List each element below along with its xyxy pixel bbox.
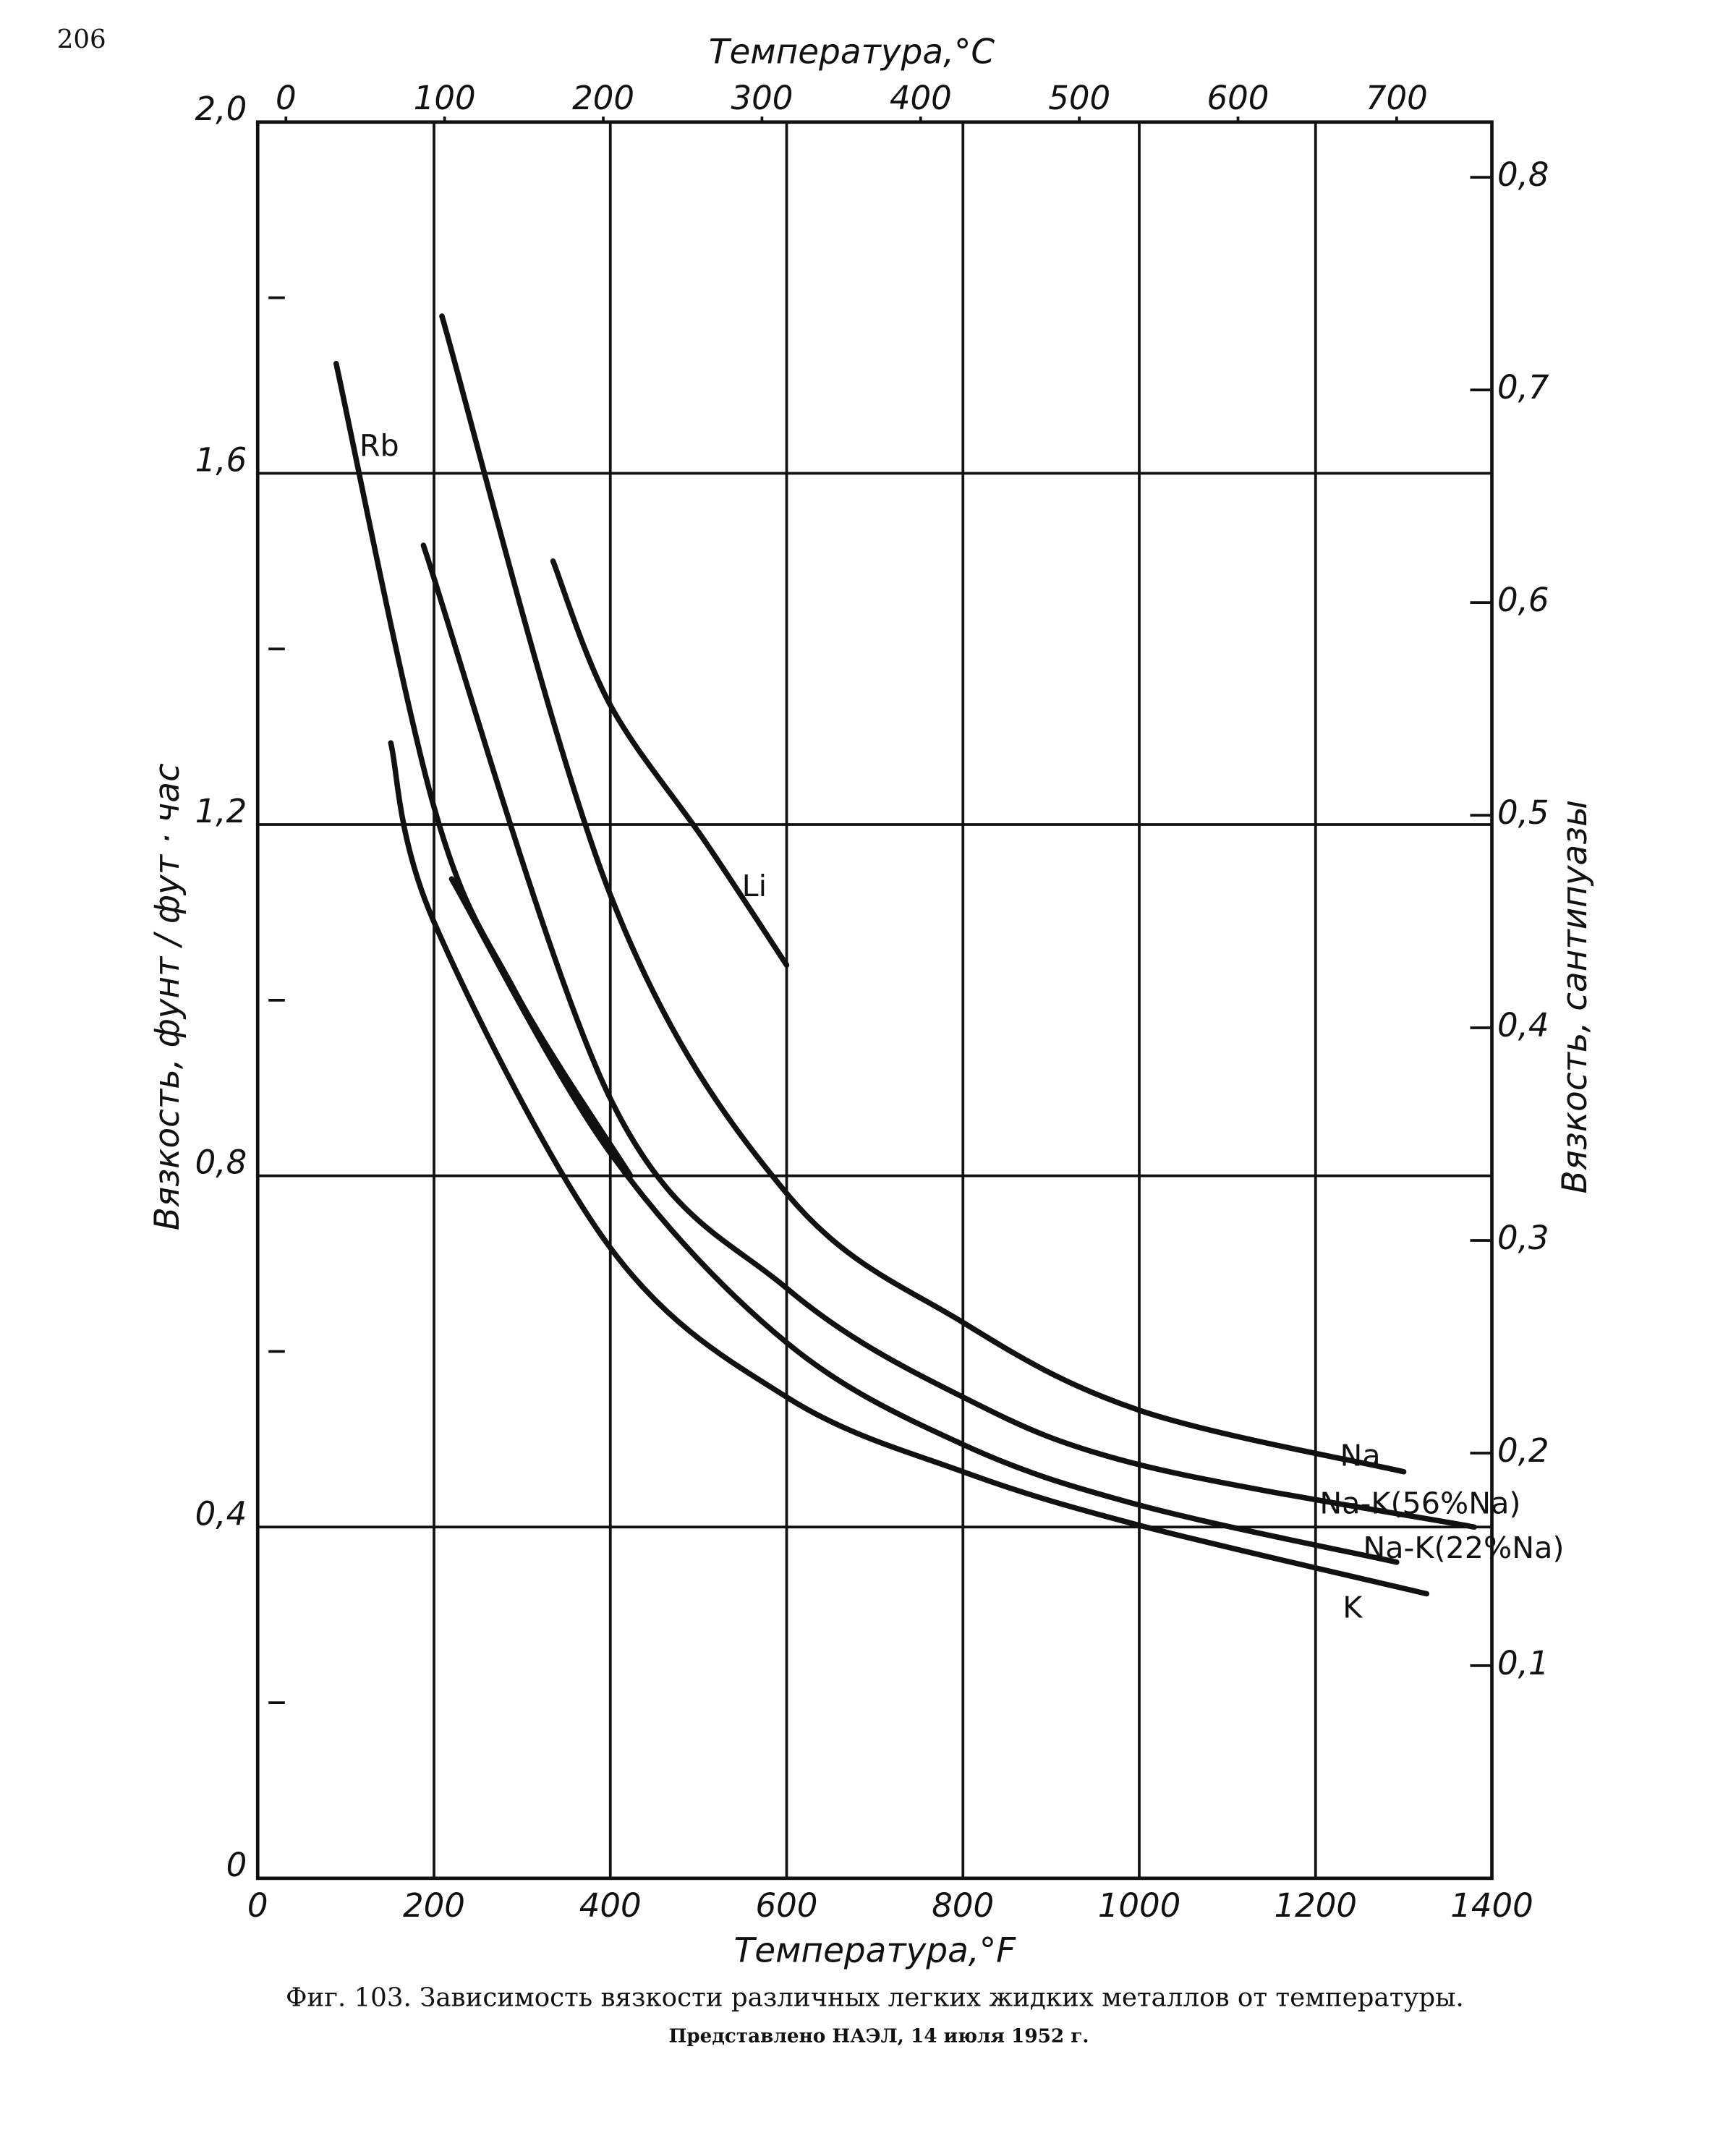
series-line bbox=[448, 876, 1400, 1565]
source-note: Представлено НАЭЛ, 14 июля 1952 г. bbox=[669, 2024, 1089, 2047]
caption: Фиг. 103. Зависимость вязкости различных… bbox=[286, 1983, 1464, 2012]
series-line bbox=[439, 313, 1407, 1475]
x-tick-label: 800 bbox=[932, 1886, 994, 1925]
y-tick-label: 0 bbox=[226, 1846, 247, 1884]
x2-tick-label: 200 bbox=[572, 79, 634, 117]
series-label: Li bbox=[742, 869, 767, 903]
series-label: K bbox=[1343, 1591, 1363, 1625]
y-tick-label: 0,4 bbox=[195, 1494, 247, 1533]
y2-tick-label: 0,5 bbox=[1497, 793, 1549, 832]
series-line bbox=[420, 542, 1477, 1530]
x-tick-label: 1200 bbox=[1274, 1886, 1357, 1925]
x2-tick-label: 700 bbox=[1366, 79, 1428, 117]
y-axis-title: Вязкость, фунт / фут · час bbox=[148, 763, 187, 1230]
y2-tick-label: 0,2 bbox=[1497, 1431, 1549, 1470]
y2-tick-label: 0,8 bbox=[1497, 156, 1549, 194]
plot-frame bbox=[255, 120, 1494, 1881]
series-label: Na bbox=[1340, 1439, 1381, 1473]
series-line bbox=[388, 740, 1430, 1597]
x2-tick-label: 0 bbox=[276, 79, 297, 117]
series-label: Rb bbox=[359, 428, 399, 463]
y-tick-label: 2,0 bbox=[195, 90, 247, 128]
x2-tick-label: 100 bbox=[414, 79, 476, 117]
x-tick-label: 1000 bbox=[1098, 1886, 1181, 1925]
x-tick-label: 200 bbox=[403, 1886, 465, 1925]
series-label: Na-K(56%Na) bbox=[1319, 1486, 1520, 1520]
y2-tick-label: 0,3 bbox=[1497, 1219, 1549, 1257]
series-label: Na-K(22%Na) bbox=[1363, 1530, 1564, 1565]
series-line bbox=[333, 360, 634, 1179]
x2-tick-label: 500 bbox=[1048, 79, 1110, 117]
y2-tick-label: 0,4 bbox=[1497, 1006, 1549, 1044]
page-number: 206 bbox=[57, 25, 106, 54]
x-tick-label: 1400 bbox=[1450, 1886, 1533, 1925]
y2-axis-title: Вязкость, сантипуазы bbox=[1555, 800, 1595, 1194]
y-tick-label: 1,6 bbox=[195, 440, 247, 479]
y-tick-label: 0,8 bbox=[195, 1144, 247, 1182]
x2-axis-title: Температура,°C bbox=[709, 33, 995, 72]
x2-tick-label: 400 bbox=[890, 79, 952, 117]
y2-tick-label: 0,7 bbox=[1497, 368, 1549, 406]
x2-tick-label: 300 bbox=[731, 79, 793, 117]
series-line bbox=[550, 558, 790, 968]
x-axis-title: Температура,°F bbox=[734, 1931, 1017, 1971]
y-tick-label: 1,2 bbox=[195, 792, 247, 830]
x-tick-label: 0 bbox=[247, 1886, 268, 1925]
x-tick-label: 600 bbox=[756, 1886, 818, 1925]
x2-tick-label: 600 bbox=[1207, 79, 1269, 117]
y2-tick-label: 0,6 bbox=[1497, 581, 1549, 619]
x-tick-label: 400 bbox=[579, 1886, 642, 1925]
y2-tick-label: 0,1 bbox=[1497, 1644, 1549, 1682]
